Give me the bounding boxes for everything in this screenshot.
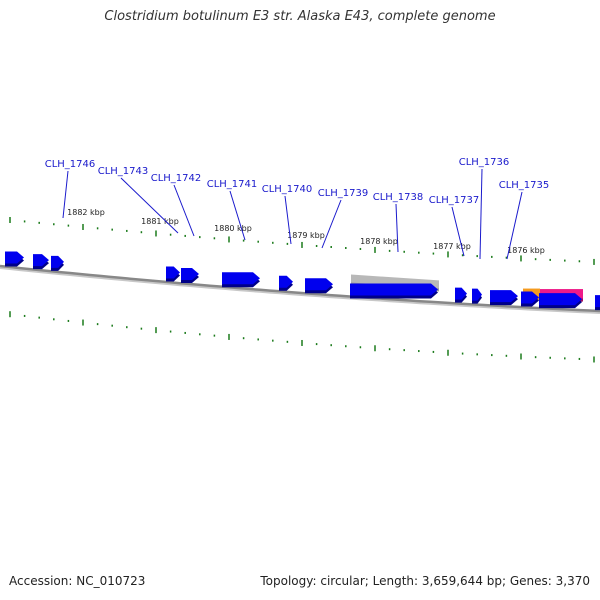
gene-arrow bbox=[181, 268, 199, 281]
gene-label: CLH_1737 bbox=[429, 195, 480, 206]
gene-arrow bbox=[279, 275, 293, 288]
gene-label-leader bbox=[173, 184, 195, 237]
gene-label-leader bbox=[506, 191, 523, 260]
gene-arrow bbox=[305, 278, 333, 291]
gene-label: CLH_1736 bbox=[459, 157, 510, 168]
gene-arrow bbox=[33, 254, 49, 267]
gene-label-leader bbox=[229, 190, 246, 241]
kbp-label: 1879 kbp bbox=[287, 231, 325, 240]
kbp-label: 1878 kbp bbox=[360, 237, 398, 246]
backbone-shadow bbox=[0, 266, 600, 314]
gene-label-leader bbox=[120, 177, 179, 234]
kbp-label: 1880 kbp bbox=[214, 224, 252, 233]
kbp-label: 1877 kbp bbox=[433, 242, 471, 251]
gene-label: CLH_1741 bbox=[207, 179, 258, 190]
gene-label: CLH_1742 bbox=[151, 173, 202, 184]
gene-arrow bbox=[5, 251, 24, 264]
gene-arrow bbox=[350, 283, 438, 296]
genome-backbone bbox=[0, 264, 600, 313]
gene-label-leader bbox=[395, 203, 399, 253]
kbp-label: 1881 kbp bbox=[141, 217, 179, 226]
gene-label-leader bbox=[284, 195, 292, 245]
gene-arrow bbox=[51, 255, 64, 268]
gene-arrow bbox=[490, 290, 518, 303]
gene-label-leader bbox=[451, 206, 465, 257]
gene-label: CLH_1739 bbox=[318, 188, 369, 199]
gene-arrow bbox=[472, 288, 482, 301]
genome-summary-text: Topology: circular; Length: 3,659,644 bp… bbox=[260, 574, 590, 588]
gene-arrow bbox=[166, 266, 180, 279]
gene-arrow bbox=[595, 295, 600, 308]
gene-label: CLH_1740 bbox=[262, 184, 313, 195]
gene-label: CLH_1743 bbox=[98, 166, 149, 177]
gene-label-leader bbox=[62, 170, 69, 219]
gene-label: CLH_1738 bbox=[373, 192, 424, 203]
gene-label: CLH_1746 bbox=[45, 159, 96, 170]
kbp-label: 1882 kbp bbox=[67, 208, 105, 217]
gene-label-leader bbox=[479, 168, 483, 260]
gene-arrow bbox=[222, 272, 260, 285]
gene-arrow bbox=[521, 291, 539, 304]
gene-label-leader bbox=[321, 199, 342, 249]
accession-text: Accession: NC_010723 bbox=[9, 574, 146, 588]
map-title: Clostridium botulinum E3 str. Alaska E43… bbox=[104, 9, 496, 24]
gene-arrow bbox=[455, 287, 467, 300]
kbp-label: 1876 kbp bbox=[507, 246, 545, 255]
gene-arrow bbox=[539, 293, 582, 306]
gene-label: CLH_1735 bbox=[499, 180, 550, 191]
